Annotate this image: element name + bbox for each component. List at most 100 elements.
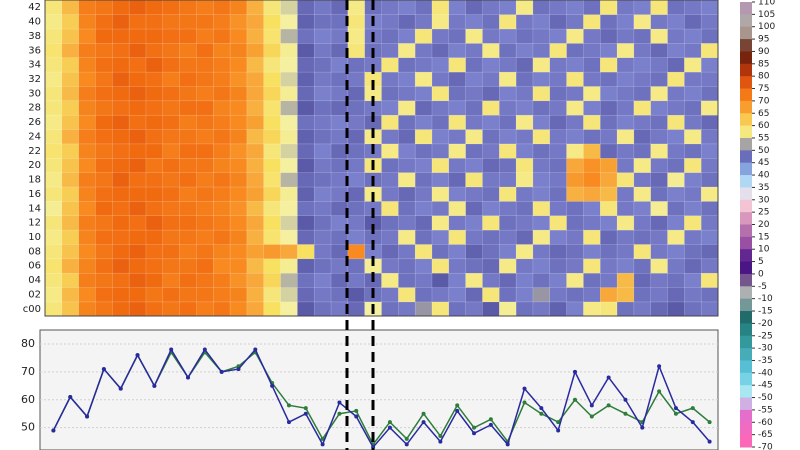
heat-cell bbox=[398, 157, 416, 173]
heat-cell bbox=[633, 14, 652, 30]
heat-cell bbox=[616, 215, 635, 231]
heat-cell bbox=[213, 301, 231, 317]
heat-cell bbox=[532, 229, 551, 245]
heat-cell bbox=[112, 229, 130, 245]
heat-cell bbox=[465, 57, 483, 73]
colorbar-swatch bbox=[740, 14, 752, 28]
heat-cell bbox=[650, 143, 669, 159]
row-label: 36 bbox=[28, 45, 41, 56]
heat-cell bbox=[398, 71, 416, 87]
heat-cell bbox=[196, 172, 214, 188]
heat-cell bbox=[297, 129, 315, 145]
heat-cell bbox=[179, 143, 197, 159]
heat-cell bbox=[599, 258, 618, 274]
heat-cell bbox=[95, 0, 113, 15]
colorbar-label: 55 bbox=[758, 133, 769, 143]
heat-cell bbox=[78, 114, 97, 130]
heat-cell bbox=[633, 100, 652, 116]
heat-cell bbox=[263, 272, 282, 288]
heat-cell bbox=[61, 71, 80, 87]
heat-cell bbox=[532, 85, 551, 102]
colorbar-swatch bbox=[740, 385, 752, 399]
row-label: 12 bbox=[28, 218, 41, 229]
heat-cell bbox=[128, 157, 147, 173]
heat-cell bbox=[95, 157, 113, 173]
heat-cell bbox=[145, 71, 164, 87]
series-point bbox=[455, 408, 460, 413]
heat-cell bbox=[414, 143, 433, 159]
row-label: 06 bbox=[28, 261, 41, 272]
heat-cell bbox=[78, 215, 97, 231]
heat-cell bbox=[465, 0, 483, 15]
heat-cell bbox=[616, 301, 635, 317]
colorbar-label: 90 bbox=[758, 47, 770, 57]
heat-cell bbox=[280, 57, 298, 73]
heat-cell bbox=[566, 28, 584, 44]
heat-cell bbox=[465, 215, 483, 231]
heat-cell bbox=[414, 301, 433, 317]
heat-cell bbox=[112, 258, 130, 274]
heat-cell bbox=[499, 229, 517, 245]
heat-cell bbox=[532, 129, 551, 145]
heat-cell bbox=[532, 186, 551, 202]
heat-cell bbox=[128, 215, 147, 231]
heat-cell bbox=[414, 28, 433, 44]
heat-cell bbox=[246, 42, 265, 59]
heat-cell bbox=[566, 200, 584, 217]
heat-cell bbox=[667, 0, 685, 15]
heat-cell bbox=[381, 100, 399, 116]
heat-cell bbox=[616, 229, 635, 245]
heat-cell bbox=[583, 42, 601, 59]
heat-cell bbox=[650, 42, 669, 59]
series-point bbox=[673, 411, 678, 416]
heat-cell bbox=[44, 186, 63, 202]
heat-cell bbox=[414, 287, 433, 303]
row-label: 14 bbox=[28, 203, 41, 214]
heat-cell bbox=[196, 243, 214, 260]
heat-cell bbox=[431, 14, 450, 30]
heat-cell bbox=[179, 42, 197, 59]
heat-cell bbox=[229, 200, 248, 217]
colorbar-swatch bbox=[740, 323, 752, 337]
heat-cell bbox=[246, 143, 265, 159]
heat-cell bbox=[179, 100, 197, 116]
heat-cell bbox=[78, 287, 97, 303]
heat-cell bbox=[145, 114, 164, 130]
heat-cell bbox=[381, 258, 399, 274]
heat-cell bbox=[246, 0, 265, 15]
heat-cell bbox=[448, 229, 467, 245]
heat-cell bbox=[313, 287, 332, 303]
heat-cell bbox=[616, 85, 635, 102]
heat-cell bbox=[465, 200, 483, 217]
colorbar-label: 65 bbox=[758, 109, 769, 119]
series-line bbox=[52, 347, 711, 449]
colorbar-label: 95 bbox=[758, 35, 769, 45]
heat-cell bbox=[313, 157, 332, 173]
heat-cell bbox=[650, 272, 669, 288]
heat-cell bbox=[599, 215, 618, 231]
heat-cell bbox=[95, 28, 113, 44]
heat-cell bbox=[431, 0, 450, 15]
heat-cell bbox=[145, 100, 164, 116]
heat-cell bbox=[263, 129, 282, 145]
heat-cell bbox=[44, 287, 63, 303]
heat-cell bbox=[700, 243, 719, 260]
series-point bbox=[707, 439, 712, 444]
heat-cell bbox=[549, 0, 568, 15]
heat-cell bbox=[633, 243, 652, 260]
heat-cell bbox=[78, 85, 97, 102]
colorbar-swatch bbox=[740, 273, 752, 287]
heat-cell bbox=[448, 258, 467, 274]
heat-cell bbox=[667, 57, 685, 73]
heat-cell bbox=[431, 301, 450, 317]
heat-cell bbox=[616, 272, 635, 288]
heat-cell bbox=[280, 114, 298, 130]
heat-cell bbox=[465, 243, 483, 260]
heat-cell bbox=[313, 186, 332, 202]
heat-cell bbox=[700, 71, 719, 87]
heat-cell bbox=[297, 71, 315, 87]
heat-cell bbox=[263, 14, 282, 30]
heat-cell bbox=[499, 157, 517, 173]
heat-cell bbox=[112, 301, 130, 317]
heat-cell bbox=[684, 42, 702, 59]
